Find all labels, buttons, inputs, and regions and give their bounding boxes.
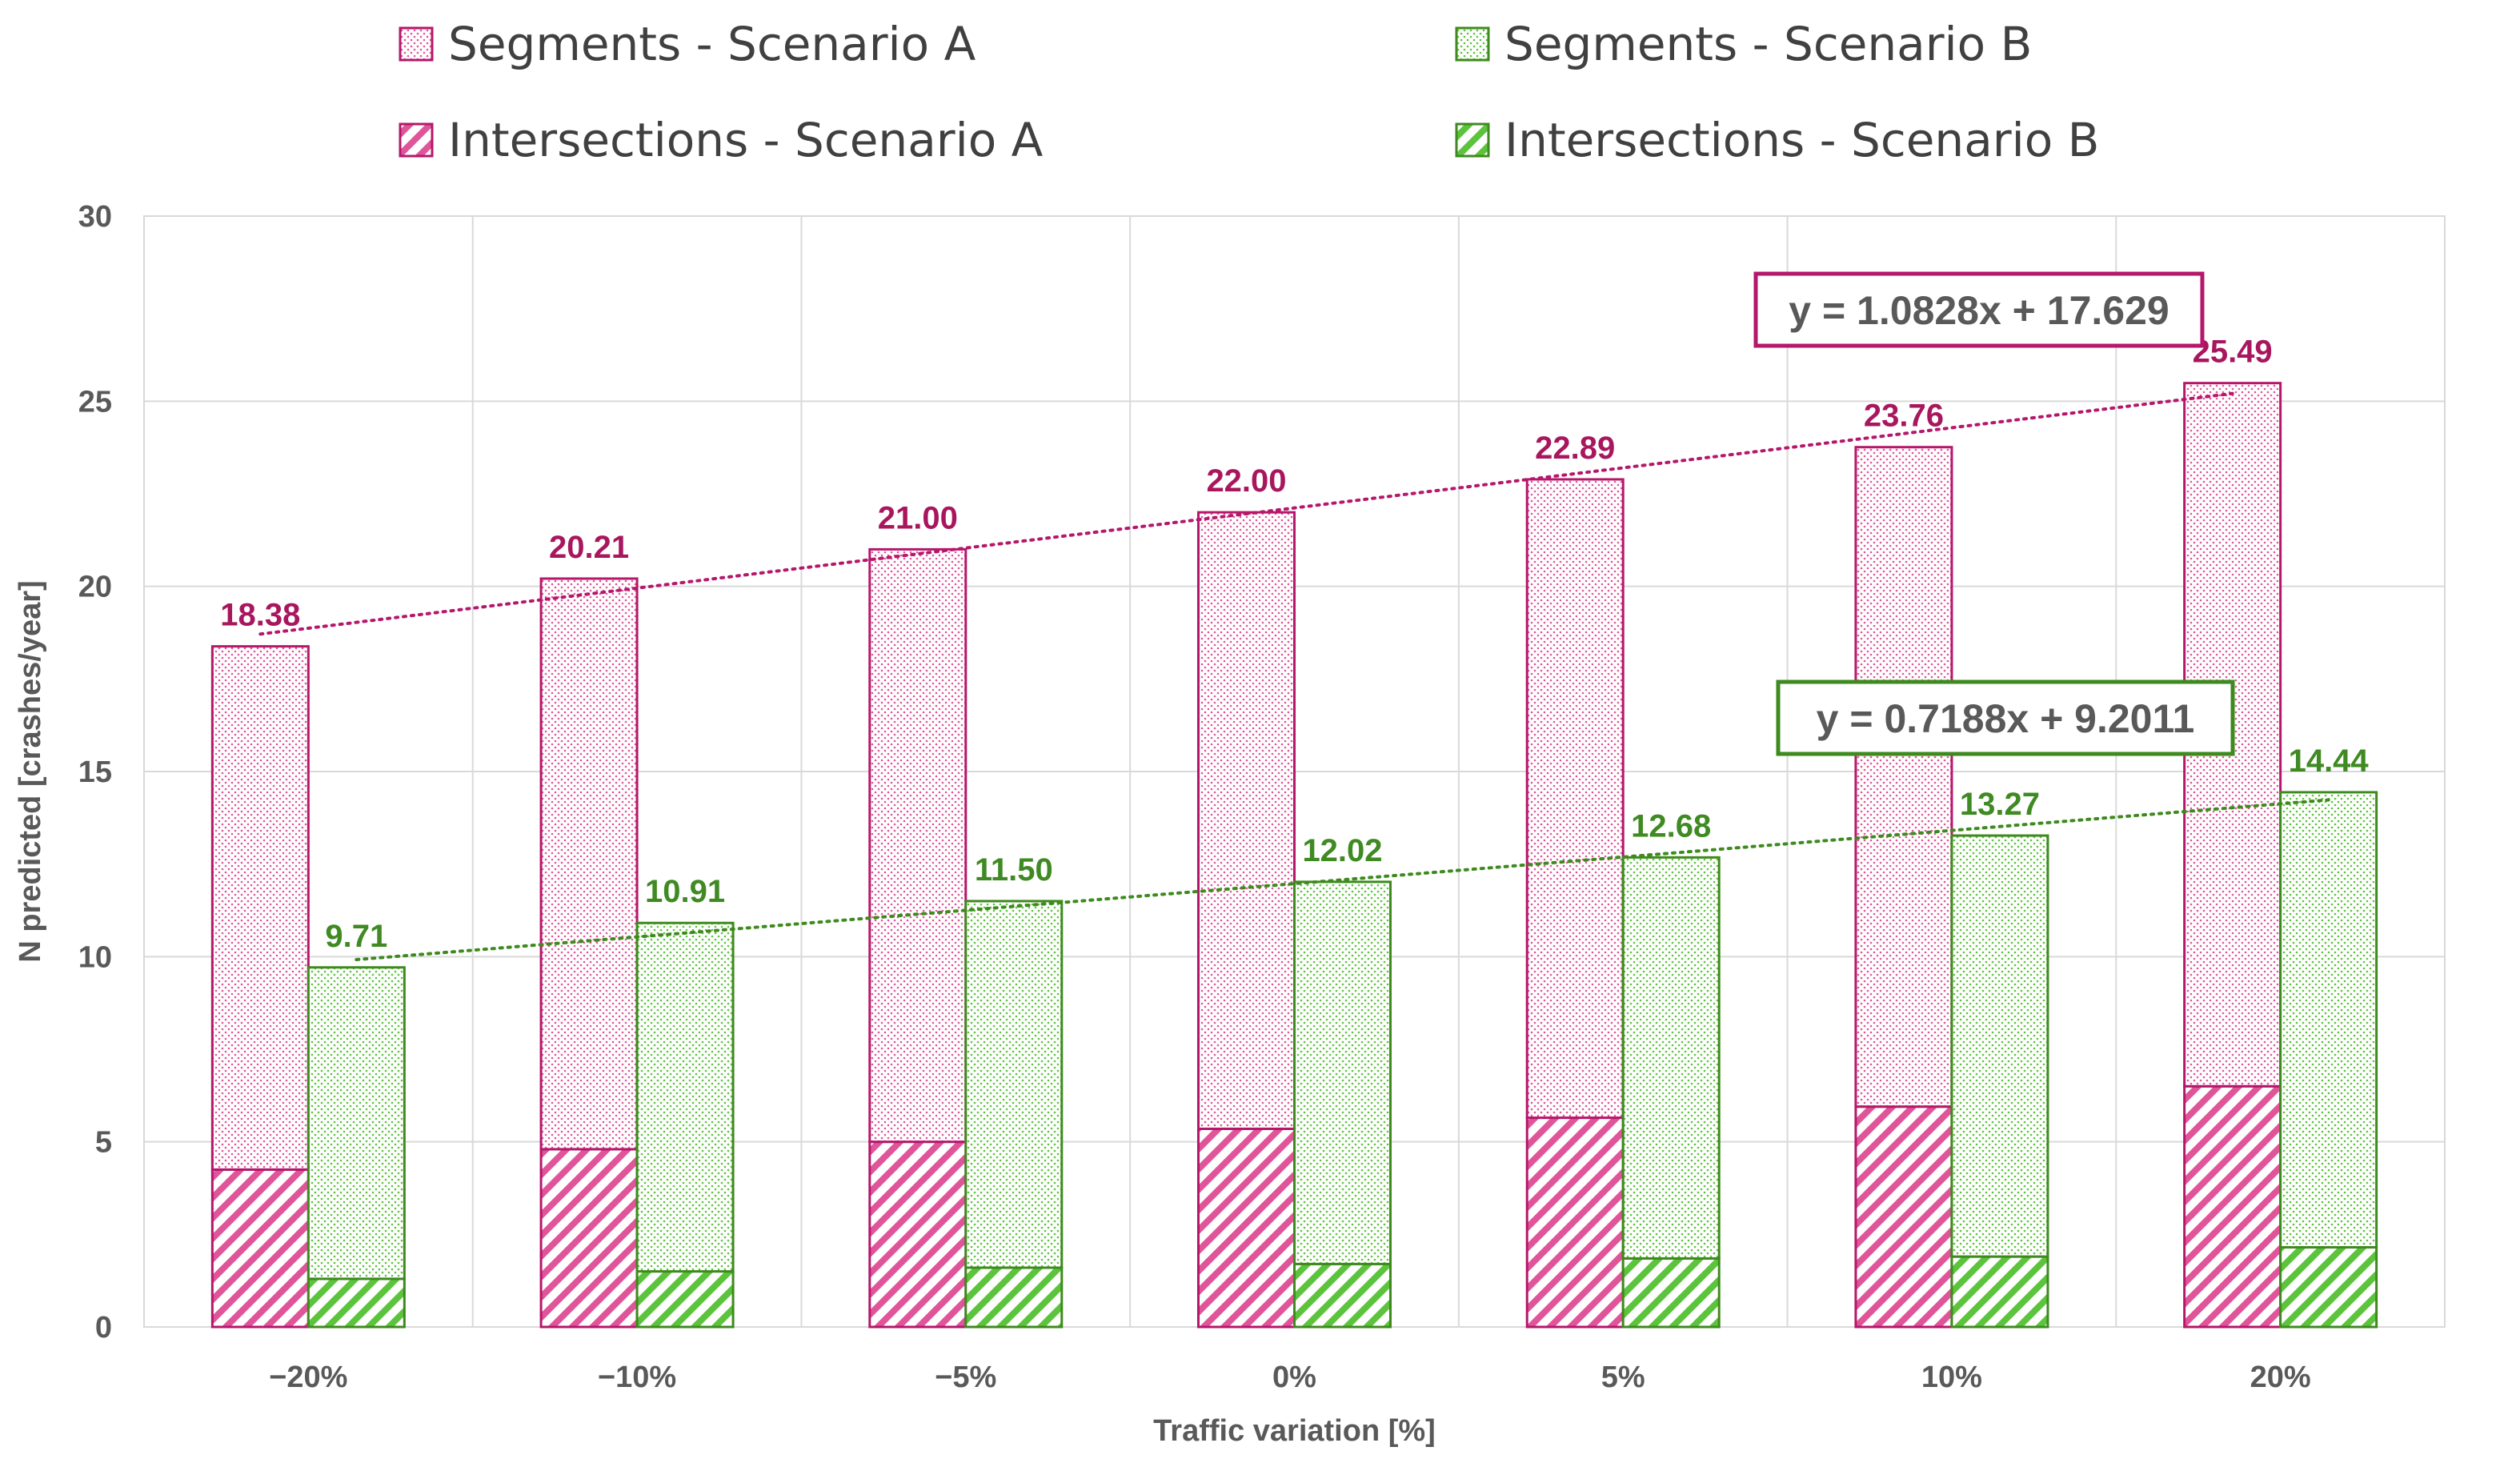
bar-intersections-b [1950,1255,2049,1329]
legend-label: Segments - Scenario A [448,17,976,71]
total-label-b: 12.02 [1302,833,1382,868]
trendlines [258,391,2330,962]
trend-equations: y = 1.0828x + 17.629 y = 0.7188x + 9.2011 [1753,271,2235,756]
y-tick-label: 0 [95,1311,112,1345]
bar-segments-b [2279,791,2378,1249]
y-tick-label: 20 [78,571,112,604]
bar-segments-b [635,921,735,1273]
legend-label: Intersections - Scenario B [1504,113,2099,167]
bar-intersections-a [868,1140,968,1329]
equation-box [1776,679,2235,756]
total-label-b: 14.44 [2289,744,2370,779]
bar-intersections-a [1854,1105,1953,1329]
trend-equation-b: y = 0.7188x + 9.2011 [1776,679,2235,756]
legend-item: Intersections - Scenario B [1455,113,2099,167]
legend-swatch-hatch-b [1455,122,1490,158]
legend-item: Segments - Scenario A [399,17,976,71]
total-label-b: 13.27 [1960,787,2040,822]
bar-intersections-b [1293,1262,1392,1329]
bar-segments-a [868,547,968,1144]
total-label-a: 23.76 [1864,399,1944,434]
x-tick-label: 5% [1601,1361,1645,1394]
total-label-b: 11.50 [975,852,1053,888]
bar-segments-a [1525,478,1625,1120]
total-label-a: 22.89 [1535,431,1615,466]
total-label-a: 22.00 [1206,463,1286,499]
trendline-a [258,391,2234,636]
y-tick-label: 5 [95,1126,112,1160]
data-labels: 18.38 9.71 20.21 10.91 21.00 11.50 22.00 12.02 2… [220,335,2369,954]
total-label-b: 9.71 [325,919,387,954]
total-label-b: 12.68 [1631,808,1711,844]
bar-intersections-a [210,1168,310,1329]
equation-text: y = 0.7188x + 9.2011 [1817,696,2195,741]
bars [210,382,2378,1329]
total-label-a: 21.00 [878,500,958,535]
bar-segments-a [1854,446,1953,1108]
bar-segments-b [1293,880,1392,1265]
x-tick-label: 10% [1921,1361,1982,1394]
x-tick-label: −20% [269,1361,347,1394]
gridlines [143,215,2446,1328]
trendline-b [355,798,2330,962]
bar-intersections-b [2279,1246,2378,1329]
bar-segments-b [1621,856,1721,1260]
bar-intersections-b [635,1270,735,1329]
bar-segments-b [306,966,406,1281]
bar-intersections-b [964,1266,1064,1329]
legend-item: Segments - Scenario B [1455,17,2032,71]
x-tick-label: 20% [2250,1361,2311,1394]
legend-swatch-dots-a [399,26,434,62]
y-tick-label: 30 [78,200,112,234]
bar-segments-a [539,577,639,1151]
total-label-b: 10.91 [645,874,725,909]
equation-text: y = 1.0828x + 17.629 [1789,288,2169,333]
x-tick-label: −5% [935,1361,996,1394]
total-label-a: 20.21 [549,530,629,565]
bar-segments-b [1950,834,2049,1258]
legend-label: Intersections - Scenario A [448,113,1044,167]
bar-intersections-a [1525,1116,1625,1329]
axes: 0 5 10 15 20 25 30 −20% −10% −5% 0% 5% 10% 20% Traffic… [14,200,2311,1448]
bar-intersections-b [306,1277,406,1329]
legend: Segments - Scenario A Segments - Scenario… [399,17,2099,167]
bar-intersections-a [539,1148,639,1329]
total-label-a: 25.49 [2193,335,2273,370]
bar-intersections-a [2183,1084,2282,1329]
trend-equation-a: y = 1.0828x + 17.629 [1753,271,2205,348]
x-tick-label: 0% [1272,1361,1316,1394]
x-tick-label: −10% [598,1361,676,1394]
y-axis-title: N predicted [crashes/year] [14,580,47,962]
legend-swatch-dots-b [1455,26,1490,62]
x-axis-title: Traffic variation [%] [1153,1414,1436,1448]
y-tick-label: 25 [78,385,112,419]
y-tick-label: 15 [78,756,112,789]
equation-box [1753,271,2205,348]
legend-swatch-hatch-a [399,122,434,158]
legend-item: Intersections - Scenario A [399,113,1044,167]
bar-segments-b [964,900,1064,1269]
legend-label: Segments - Scenario B [1504,17,2032,71]
bar-intersections-a [1197,1127,1296,1329]
y-tick-label: 10 [78,940,112,974]
bar-intersections-b [1621,1257,1721,1329]
bar-segments-a [1197,511,1296,1130]
bar-segments-a [210,645,310,1171]
total-label-a: 18.38 [220,598,300,633]
